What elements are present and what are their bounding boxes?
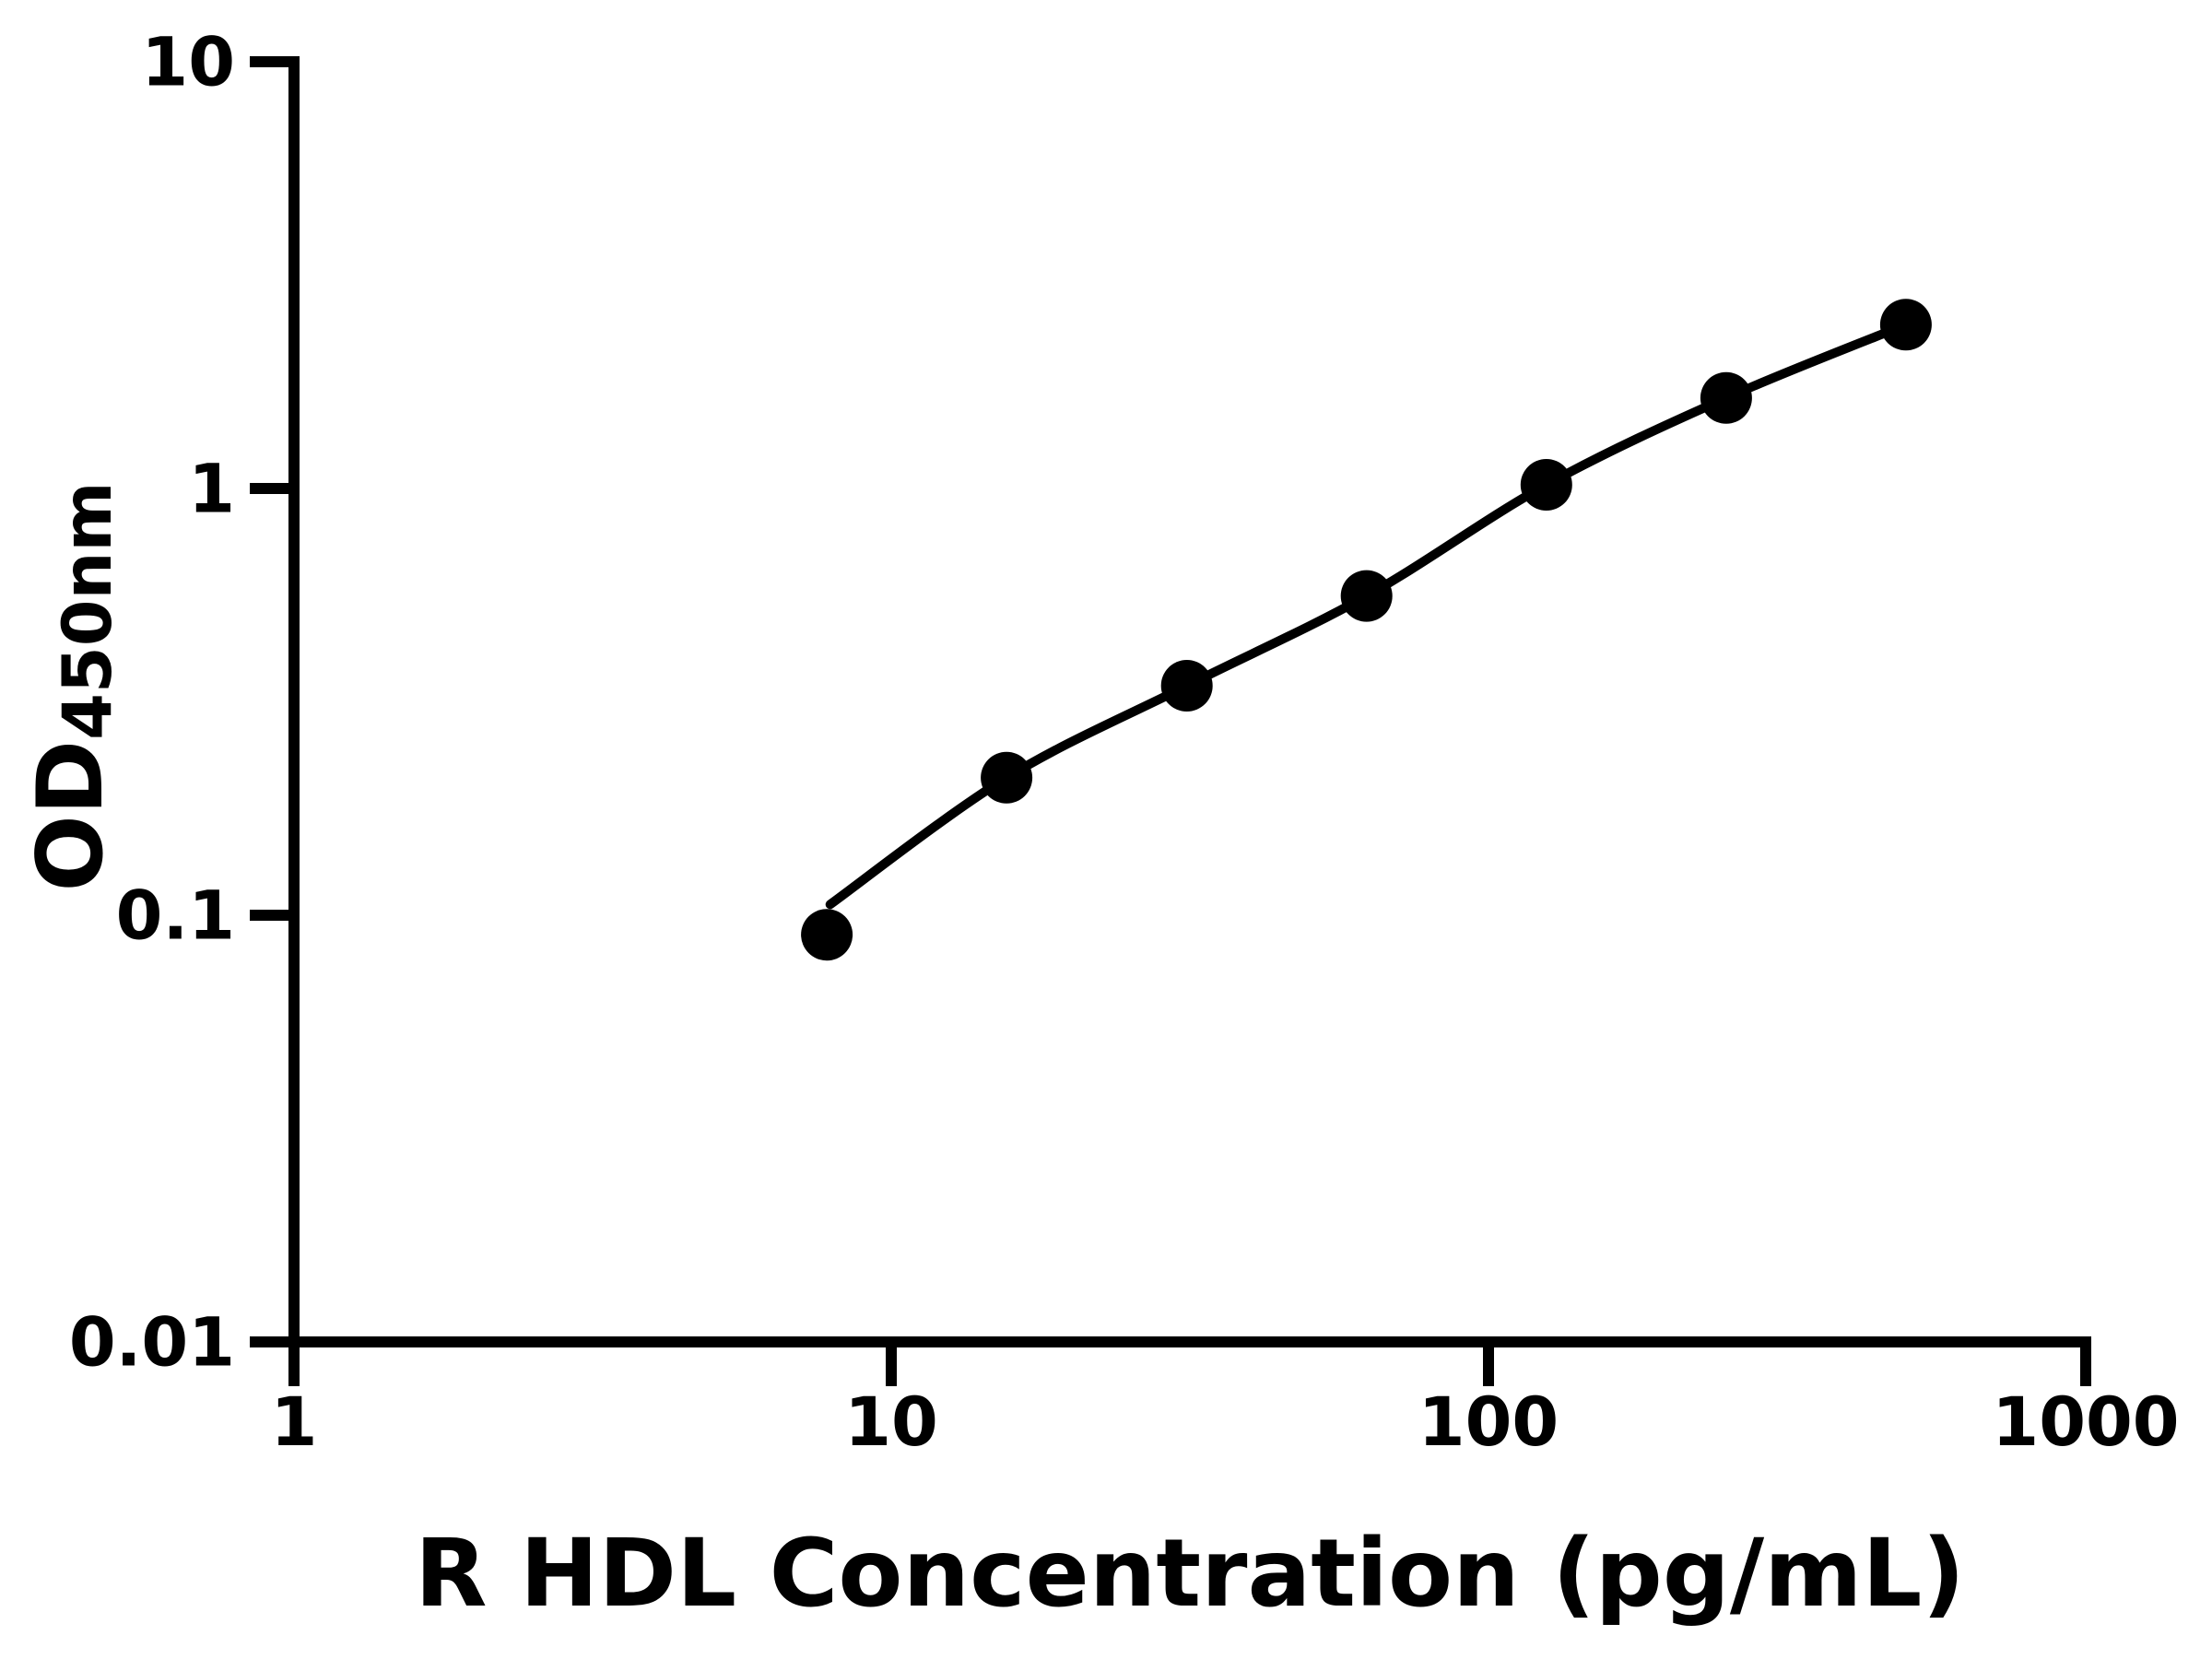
data-point-2	[981, 751, 1033, 804]
y-tick-label-0.01: 0.01	[69, 1304, 235, 1382]
x-tick-label-1000: 1000	[1992, 1383, 2179, 1462]
x-tick-label-10: 10	[844, 1383, 938, 1462]
y-axis-title-subscript: 450nm	[49, 481, 127, 739]
y-axis-title-main: OD	[18, 740, 124, 892]
x-tick-label-100: 100	[1418, 1383, 1559, 1462]
y-axis-title: OD450nm	[18, 481, 127, 891]
data-point-4	[1340, 570, 1393, 622]
data-point-7	[1879, 299, 1932, 351]
data-point-5	[1520, 459, 1572, 511]
y-tick-label-0.1: 0.1	[116, 877, 235, 956]
y-tick-label-10: 10	[141, 24, 235, 102]
y-tick-label-1: 1	[188, 451, 235, 529]
data-point-6	[1700, 371, 1752, 424]
data-point-3	[1160, 660, 1213, 712]
x-axis-title: R HDL Concentration (pg/mL)	[415, 1519, 1965, 1629]
data-point-1	[801, 909, 853, 961]
x-tick-label-1: 1	[271, 1383, 318, 1462]
